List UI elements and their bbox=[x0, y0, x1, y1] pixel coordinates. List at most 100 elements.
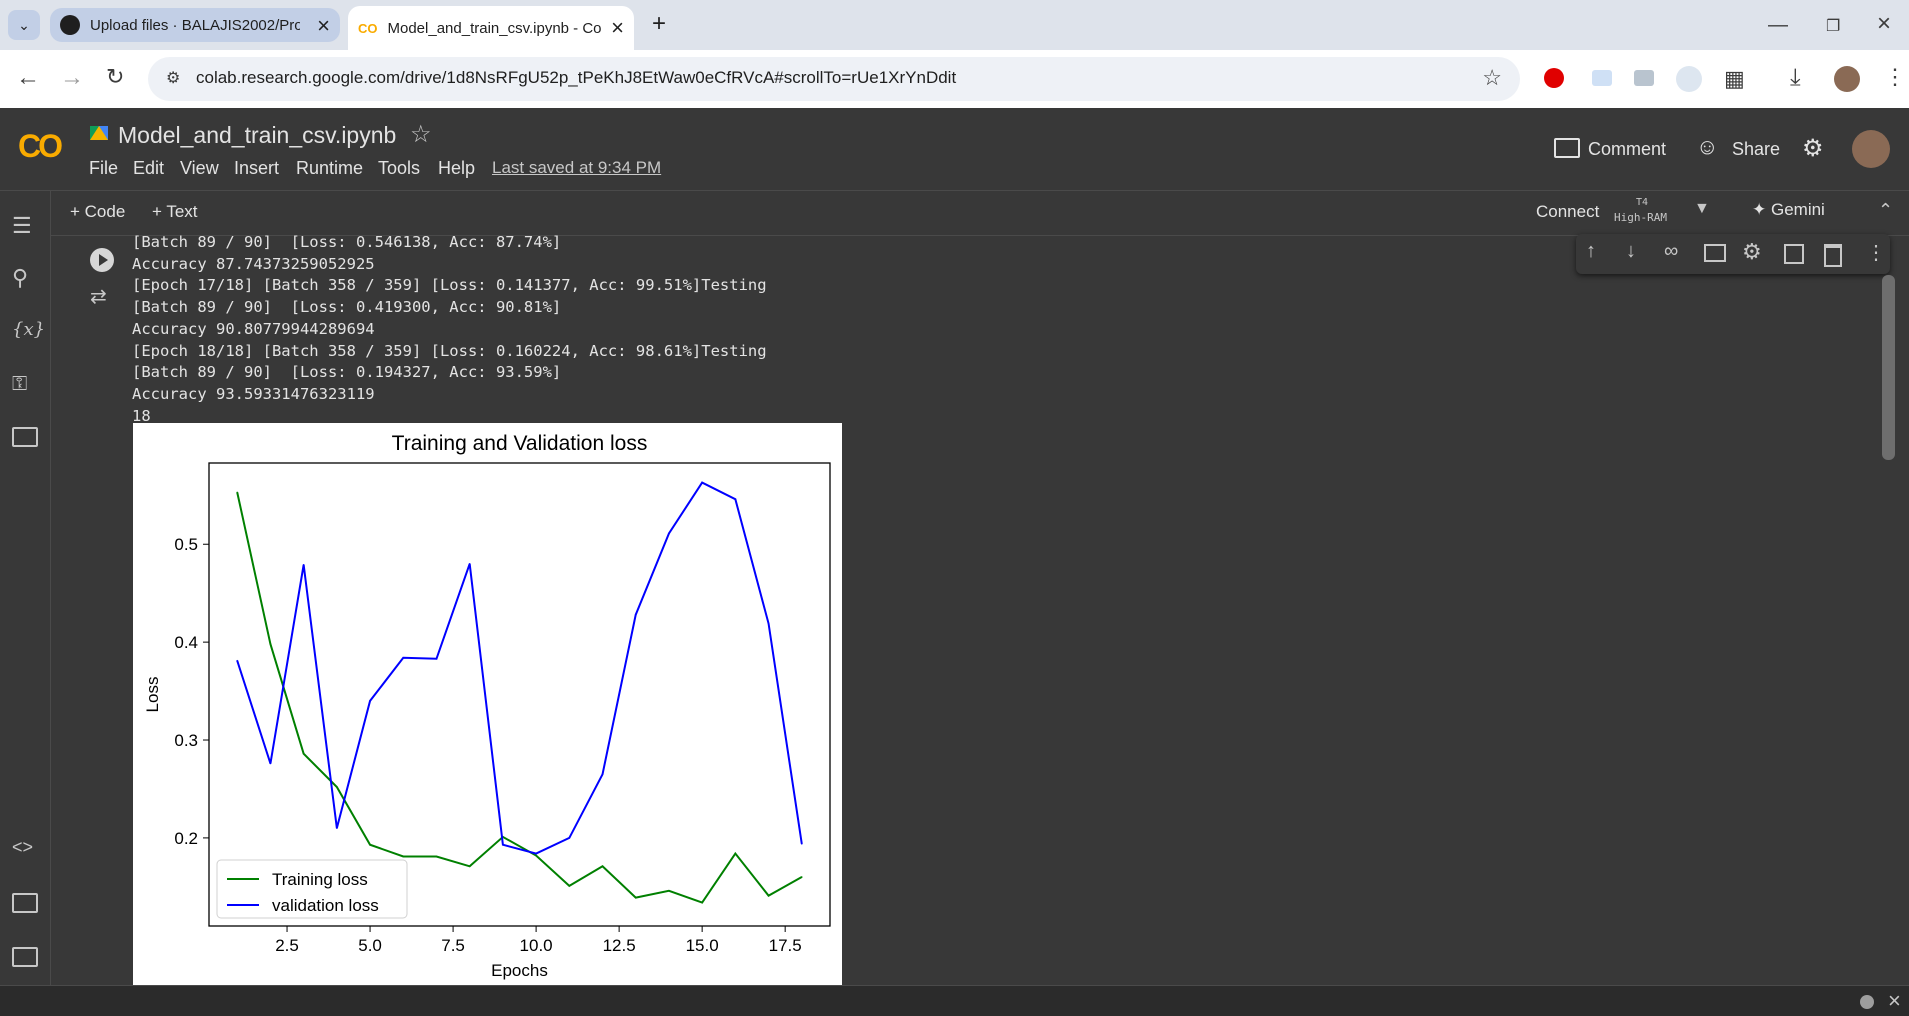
gear-icon[interactable]: ⚙ bbox=[1742, 239, 1762, 264]
menu-tools[interactable]: Tools bbox=[378, 158, 421, 178]
forward-arrow-icon[interactable]: → bbox=[60, 64, 84, 91]
extension-icon[interactable] bbox=[1676, 66, 1702, 92]
output-line: [Epoch 18/18] [Batch 358 / 359] [Loss: 0… bbox=[132, 341, 767, 360]
colab-favicon-icon: CO bbox=[358, 20, 378, 36]
close-tab-icon[interactable]: × bbox=[317, 13, 330, 38]
search-icon[interactable]: ⚲ bbox=[12, 265, 29, 290]
gemini-button[interactable]: ✦ Gemini bbox=[1752, 200, 1825, 220]
x-tick-label: 12.5 bbox=[603, 936, 636, 955]
data-point bbox=[800, 876, 803, 878]
minimize-window-icon[interactable]: — bbox=[1768, 14, 1788, 36]
data-point bbox=[269, 643, 272, 645]
y-axis-label: Loss bbox=[143, 677, 162, 713]
menu-runtime[interactable]: Runtime bbox=[296, 158, 364, 178]
close-tab-icon[interactable]: × bbox=[611, 15, 624, 40]
extension-icon[interactable] bbox=[1634, 70, 1654, 86]
star-icon[interactable]: ☆ bbox=[410, 121, 432, 148]
command-palette-icon[interactable] bbox=[12, 893, 38, 913]
data-point bbox=[535, 854, 537, 857]
chevron-down-icon[interactable]: ▼ bbox=[1694, 200, 1710, 217]
data-point bbox=[734, 852, 737, 855]
connect-label: Connect bbox=[1536, 202, 1600, 221]
collapse-chevron-icon[interactable]: ⌃ bbox=[1878, 200, 1894, 220]
close-window-icon[interactable]: × bbox=[1877, 10, 1892, 37]
browser-tab-github[interactable]: Upload files · BALAJIS2002/Proj × bbox=[50, 8, 340, 42]
profile-avatar[interactable] bbox=[1834, 66, 1860, 92]
data-point bbox=[601, 773, 604, 776]
data-point bbox=[302, 564, 305, 566]
menu-edit[interactable]: Edit bbox=[133, 158, 165, 178]
restore-window-icon[interactable]: ❐ bbox=[1826, 18, 1841, 35]
bookmark-star-icon[interactable]: ☆ bbox=[1482, 65, 1502, 90]
share-button[interactable]: Share bbox=[1732, 139, 1781, 159]
last-saved-link[interactable]: Last saved at 9:34 PM bbox=[492, 158, 662, 177]
new-tab-button[interactable]: + bbox=[652, 10, 667, 37]
colab-logo[interactable]: CO bbox=[18, 128, 63, 164]
x-axis-label: Epochs bbox=[491, 961, 548, 980]
link-icon[interactable]: ∞ bbox=[1664, 240, 1679, 262]
menu-insert[interactable]: Insert bbox=[234, 158, 280, 178]
data-point bbox=[701, 901, 703, 904]
secrets-key-icon[interactable]: ⚿ bbox=[12, 373, 28, 395]
comment-icon[interactable] bbox=[1554, 138, 1580, 158]
files-folder-icon[interactable] bbox=[12, 427, 38, 447]
runtime-ram-label: High-RAM bbox=[1614, 211, 1667, 224]
y-tick-label: 0.3 bbox=[174, 731, 198, 750]
legend-label: validation loss bbox=[272, 896, 379, 915]
move-down-arrow-icon[interactable]: ↓ bbox=[1626, 240, 1636, 262]
x-tick-label: 7.5 bbox=[441, 936, 465, 955]
add-code-button[interactable]: + Code bbox=[70, 202, 126, 221]
reload-icon[interactable]: ↻ bbox=[106, 64, 125, 89]
tab-title: Upload files · BALAJIS2002/Proj bbox=[90, 16, 300, 34]
gemini-label: Gemini bbox=[1770, 200, 1825, 219]
github-icon bbox=[60, 15, 80, 35]
terminal-icon[interactable] bbox=[12, 947, 38, 967]
extensions-puzzle-icon[interactable]: ▦ bbox=[1724, 66, 1745, 91]
move-up-arrow-icon[interactable]: ↑ bbox=[1586, 240, 1596, 262]
extension-icon[interactable] bbox=[1544, 68, 1564, 88]
address-bar[interactable]: ⚙ colab.research.google.com/drive/1d8NsR… bbox=[148, 57, 1520, 101]
back-arrow-icon[interactable]: ← bbox=[16, 64, 40, 91]
code-snippets-icon[interactable]: <> bbox=[12, 837, 34, 857]
notebook-title[interactable]: Model_and_train_csv.ipynb bbox=[118, 122, 397, 148]
status-indicator-icon bbox=[1860, 995, 1874, 1009]
menu-view[interactable]: View bbox=[180, 158, 219, 178]
data-point bbox=[402, 656, 405, 659]
variables-icon[interactable]: {x} bbox=[12, 319, 46, 340]
output-line: [Epoch 17/18] [Batch 358 / 359] [Loss: 0… bbox=[132, 276, 767, 295]
menu-file[interactable]: File bbox=[89, 158, 119, 178]
delete-trash-icon[interactable] bbox=[1824, 244, 1842, 267]
vertical-scrollbar[interactable] bbox=[1882, 275, 1895, 460]
more-vert-icon[interactable]: ⋮ bbox=[1866, 242, 1886, 264]
add-text-button[interactable]: + Text bbox=[152, 202, 198, 221]
browser-menu-icon[interactable]: ⋮ bbox=[1884, 64, 1906, 89]
extension-icon[interactable] bbox=[1592, 70, 1612, 86]
run-cell-button[interactable] bbox=[90, 248, 114, 272]
close-status-icon[interactable]: × bbox=[1888, 988, 1901, 1013]
output-line: Accuracy 93.59331476323119 bbox=[132, 384, 375, 403]
data-point bbox=[668, 532, 670, 535]
data-point bbox=[236, 659, 239, 662]
connect-button[interactable]: Connect T4 High-RAM ▼ bbox=[1530, 196, 1736, 230]
data-point bbox=[634, 896, 637, 899]
menu-help[interactable]: Help bbox=[438, 158, 476, 178]
colab-header bbox=[0, 108, 1909, 191]
tab-title: Model_and_train_csv.ipynb - Co bbox=[387, 19, 602, 37]
mirror-cell-icon[interactable] bbox=[1784, 244, 1804, 264]
data-point bbox=[269, 762, 272, 765]
output-actions-icon[interactable]: ⇄ bbox=[90, 286, 107, 308]
settings-gear-icon[interactable]: ⚙ bbox=[1802, 135, 1824, 162]
data-point bbox=[701, 481, 703, 484]
account-avatar[interactable] bbox=[1852, 130, 1890, 168]
legend-label: Training loss bbox=[272, 870, 368, 889]
browser-tab-colab[interactable]: CO Model_and_train_csv.ipynb - Co × bbox=[348, 6, 634, 50]
table-of-contents-icon[interactable]: ☰ bbox=[12, 213, 32, 238]
tab-search-button[interactable]: ⌄ bbox=[8, 10, 40, 40]
comment-button[interactable]: Comment bbox=[1588, 139, 1667, 159]
share-people-icon[interactable]: ☺ bbox=[1696, 134, 1719, 159]
site-info-icon[interactable]: ⚙ bbox=[166, 70, 181, 87]
comment-icon[interactable] bbox=[1704, 244, 1726, 262]
download-icon[interactable]: ⤓ bbox=[1790, 64, 1801, 91]
browser-tab-strip: ⌄ Upload files · BALAJIS2002/Proj × CO M… bbox=[0, 0, 1909, 50]
data-point bbox=[302, 752, 305, 755]
